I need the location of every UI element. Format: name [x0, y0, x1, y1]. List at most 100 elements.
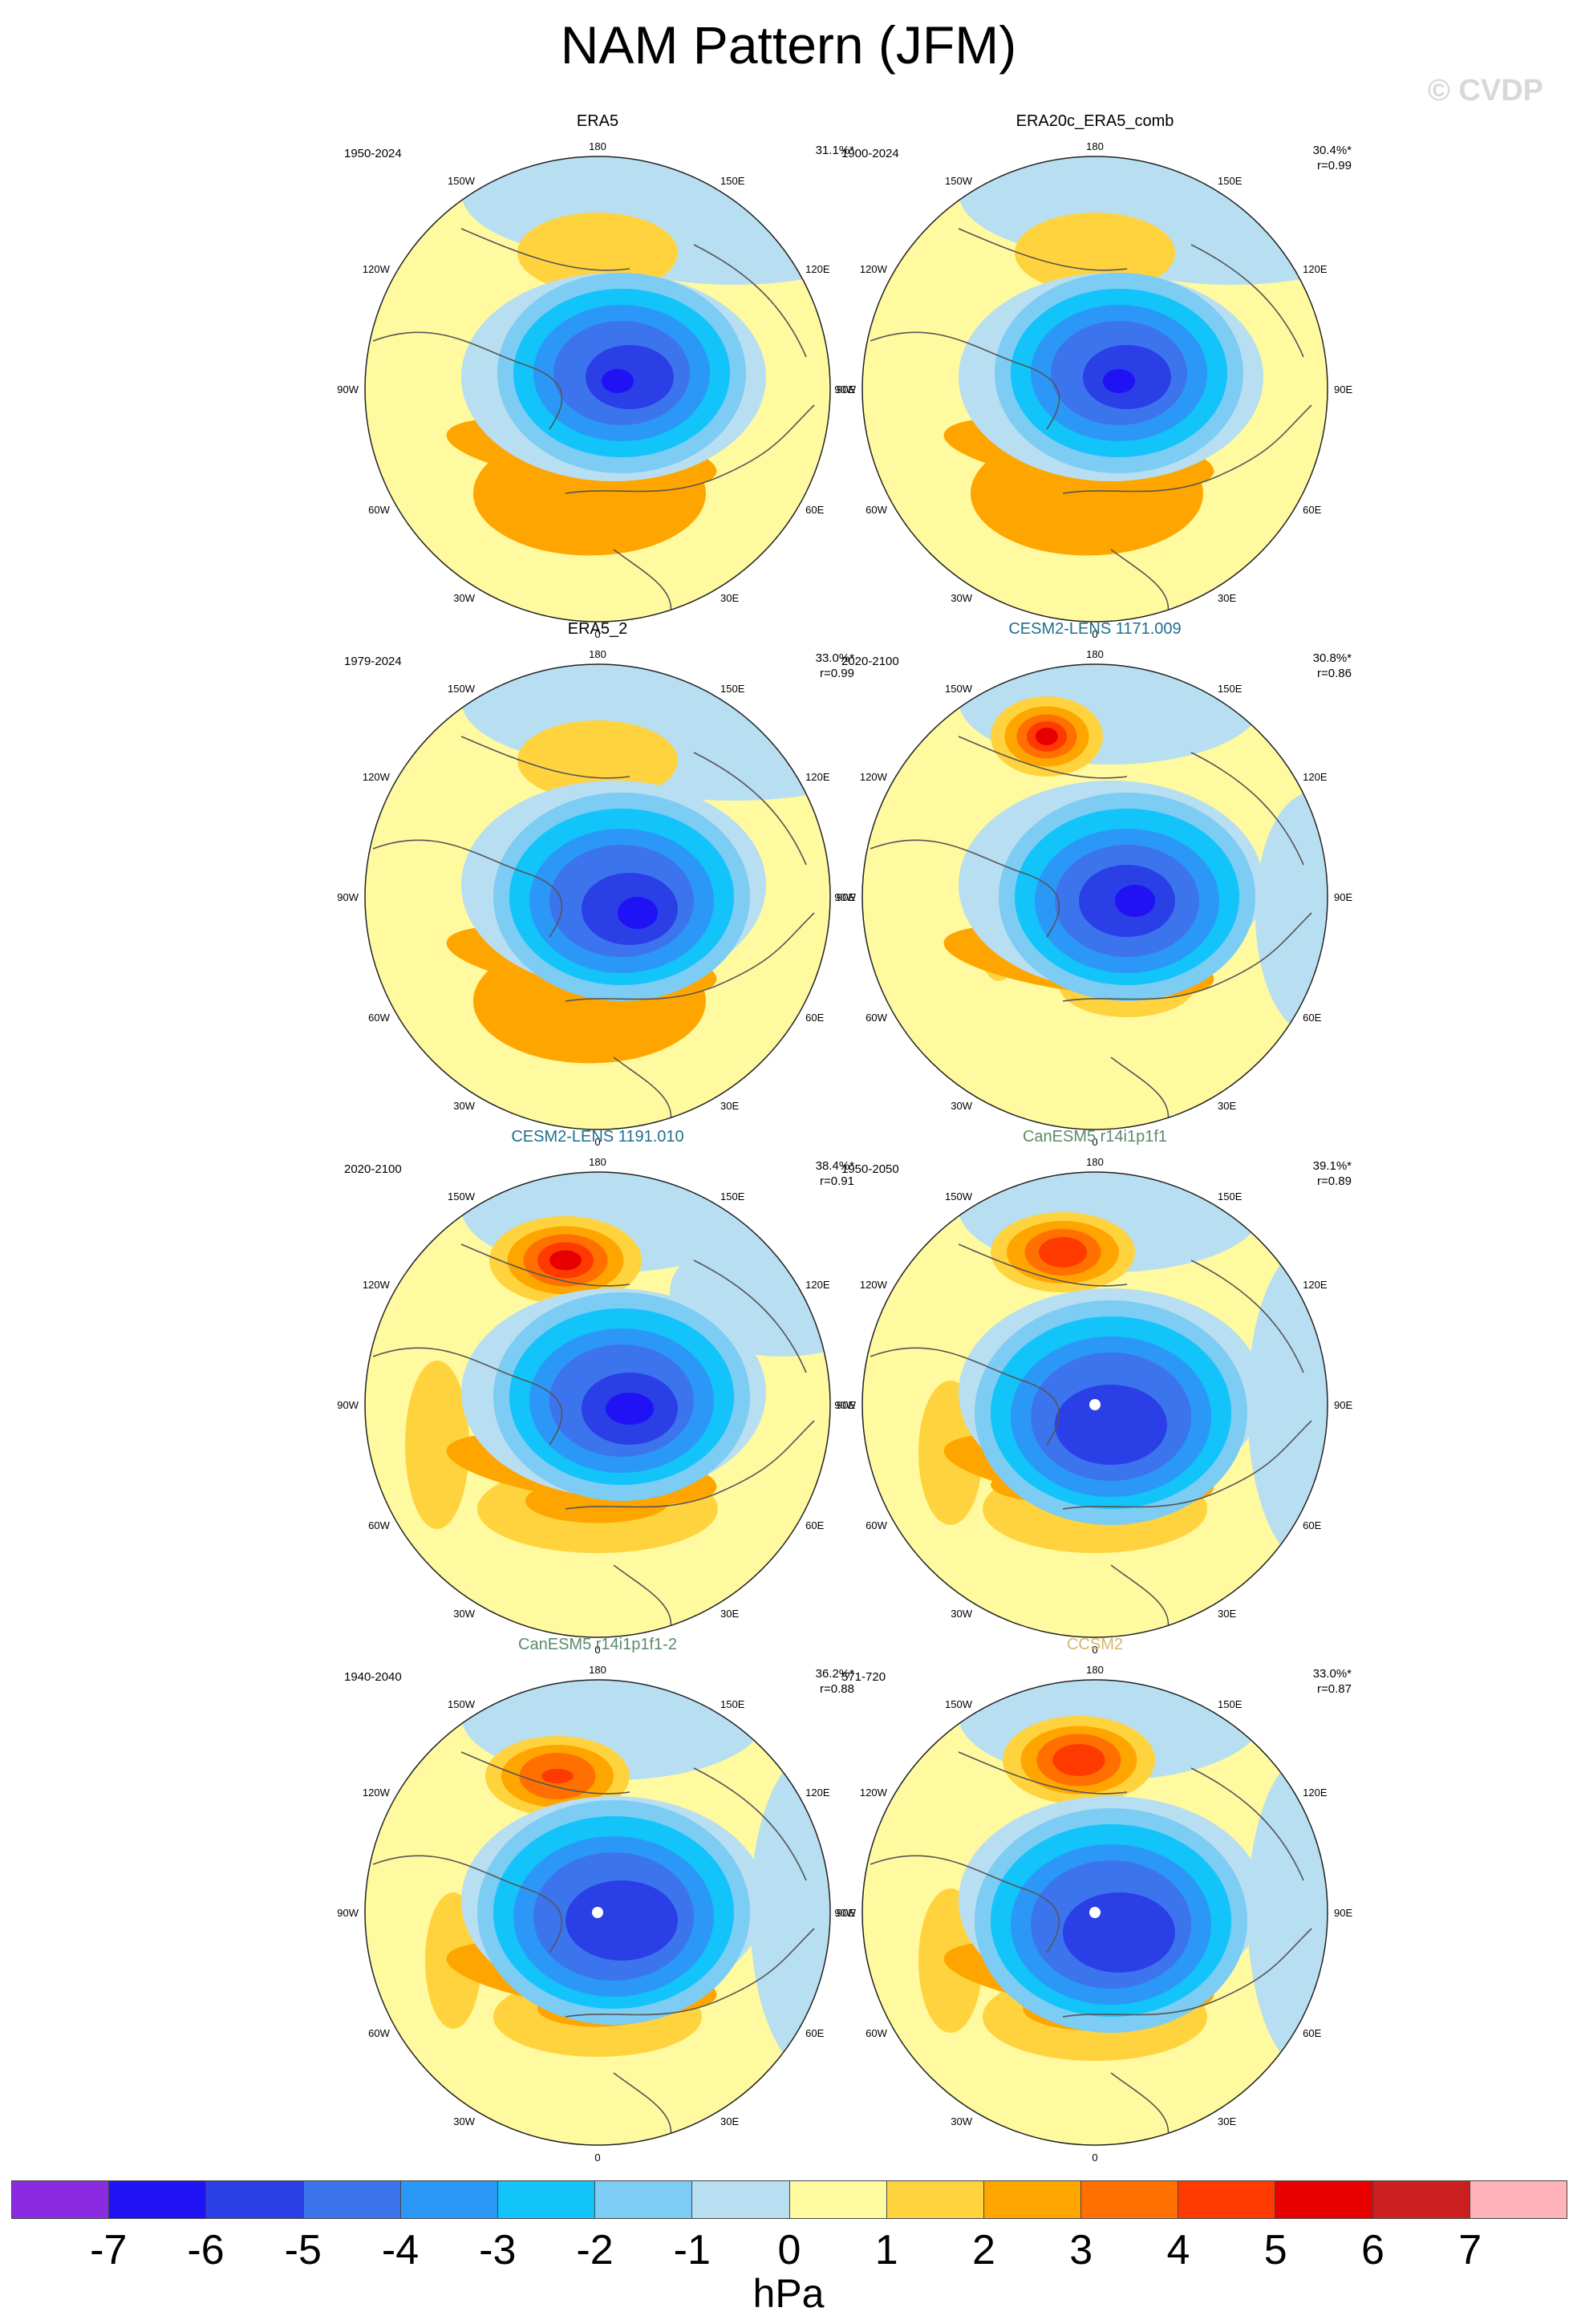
variance-explained: 30.8%*	[1312, 651, 1352, 665]
map-panel: ERA5 1950-2024 31.1%* 180 0 90W 90E 150W 120W 150…	[317, 112, 878, 638]
panel-years: 1950-2050	[841, 1162, 899, 1176]
longitude-label: 150W	[945, 175, 973, 187]
panel-title: ERA20c_ERA5_comb	[1016, 112, 1174, 130]
longitude-label: 0	[594, 1136, 600, 1146]
variance-explained: 38.4%*	[815, 1159, 854, 1173]
longitude-label: 90W	[337, 383, 359, 395]
longitude-label: 60W	[866, 1519, 887, 1531]
positive-anomaly-contour	[541, 1769, 574, 1783]
longitude-label: 60E	[805, 504, 824, 516]
longitude-label: 90W	[834, 1399, 856, 1411]
longitude-label: 0	[1092, 628, 1097, 638]
north-pole-marker	[1089, 1399, 1101, 1410]
figure-title: NAM Pattern (JFM)	[560, 15, 1017, 75]
colorbar-segment	[1081, 2181, 1179, 2218]
panel-stats: 30.8%* r=0.86	[1313, 651, 1352, 681]
panel-stats: 38.4%* r=0.91	[816, 1158, 854, 1189]
longitude-label: 150W	[448, 175, 476, 187]
longitude-label: 150W	[945, 1698, 973, 1710]
longitude-label: 90E	[837, 1907, 855, 1919]
pattern-correlation: r=0.89	[1317, 1174, 1352, 1188]
longitude-label: 120W	[860, 1787, 888, 1799]
pattern-correlation: r=0.88	[820, 1682, 854, 1696]
longitude-label: 90W	[337, 1907, 359, 1919]
longitude-label: 60W	[368, 504, 390, 516]
longitude-label: 150E	[720, 1698, 745, 1710]
longitude-label: 120W	[363, 1787, 391, 1799]
panel-stats: 33.0%* r=0.99	[816, 651, 854, 681]
longitude-label: 180	[1086, 140, 1104, 152]
panel-title: CESM2-LENS 1191.010	[511, 1128, 684, 1146]
negative-field	[1247, 1752, 1328, 2073]
map-panel: CanESM5 r14i1p1f1-2 1940-2040 36.2%* r=0.88…	[317, 1636, 878, 2161]
negative-anomaly-contour	[1115, 885, 1155, 917]
longitude-label: 30E	[1218, 1100, 1236, 1112]
colorbar-segment	[886, 2181, 984, 2218]
colorbar-tick-label: 0	[777, 2227, 801, 2273]
variance-explained: 36.2%*	[815, 1667, 854, 1681]
panel-title: CanESM5 r14i1p1f1-2	[518, 1636, 677, 1653]
positive-anomaly-contour	[1039, 1237, 1087, 1267]
longitude-label: 60W	[866, 1012, 887, 1024]
positive-anomaly-contour	[582, 213, 614, 237]
map-boundary	[861, 1171, 1328, 1638]
colorbar-segment	[789, 2181, 887, 2218]
longitude-label: 150E	[1218, 1698, 1243, 1710]
panel-stats: 30.4%* r=0.99	[1313, 143, 1352, 173]
panel-years: 1979-2024	[344, 655, 402, 668]
longitude-label: 150W	[945, 683, 973, 695]
longitude-label: 90E	[1334, 383, 1352, 395]
map-panel: ERA20c_ERA5_comb 1900-2024 30.4%* r=0.99 180…	[814, 112, 1376, 638]
panel-title: CanESM5 r14i1p1f1	[1022, 1128, 1168, 1146]
colorbar-segment	[1372, 2181, 1470, 2218]
coastline	[870, 1243, 1312, 1634]
map-boundary	[364, 156, 831, 623]
negative-field	[750, 1752, 830, 2073]
longitude-label: 90E	[837, 383, 855, 395]
longitude-label: 120W	[363, 771, 391, 783]
coastline	[372, 1243, 815, 1634]
negative-anomaly-contour	[1103, 369, 1135, 393]
colorbar-segment	[497, 2181, 596, 2218]
longitude-label: 30W	[453, 2115, 475, 2127]
longitude-label: 60W	[368, 2027, 390, 2039]
colorbar-tick-label: -6	[187, 2227, 225, 2273]
colorbar-segment	[1470, 2181, 1567, 2218]
colorbar-tick-label: -2	[576, 2227, 614, 2273]
map-boundary	[861, 156, 1328, 623]
positive-anomaly-contour	[1036, 728, 1058, 745]
longitude-label: 120E	[1303, 771, 1328, 783]
longitude-label: 30W	[453, 1608, 475, 1620]
panel-title: ERA5	[576, 112, 619, 130]
longitude-label: 30E	[720, 2115, 739, 2127]
longitude-label: 90W	[834, 891, 856, 903]
colorbar-segment	[595, 2181, 693, 2218]
colorbar-tick-label: 7	[1458, 2227, 1482, 2273]
positive-anomaly-contour	[582, 720, 614, 744]
longitude-label: 120W	[363, 1279, 391, 1291]
panel-stats: 39.1%* r=0.89	[1313, 1158, 1352, 1189]
colorbar-tick-label: 3	[1069, 2227, 1093, 2273]
colorbar-tick-label: -7	[90, 2227, 128, 2273]
longitude-label: 30W	[951, 592, 972, 604]
longitude-label: 60E	[1303, 504, 1321, 516]
colorbar-tick-label: -3	[479, 2227, 517, 2273]
longitude-label: 180	[589, 648, 606, 660]
positive-anomaly-contour	[405, 1361, 469, 1529]
longitude-label: 60E	[1303, 1519, 1321, 1531]
north-pole-marker	[1089, 1907, 1101, 1918]
longitude-label: 30W	[453, 592, 475, 604]
pattern-correlation: r=0.87	[1317, 1682, 1352, 1696]
longitude-label: 90W	[337, 1399, 359, 1411]
variance-explained: 33.0%*	[815, 651, 854, 665]
longitude-label: 60E	[805, 2027, 824, 2039]
longitude-label: 120W	[860, 263, 888, 275]
longitude-label: 120W	[860, 771, 888, 783]
longitude-label: 90E	[837, 1399, 855, 1411]
pattern-correlation: r=0.99	[820, 667, 854, 680]
variance-explained: 31.1%*	[815, 144, 854, 157]
longitude-label: 150E	[720, 683, 745, 695]
